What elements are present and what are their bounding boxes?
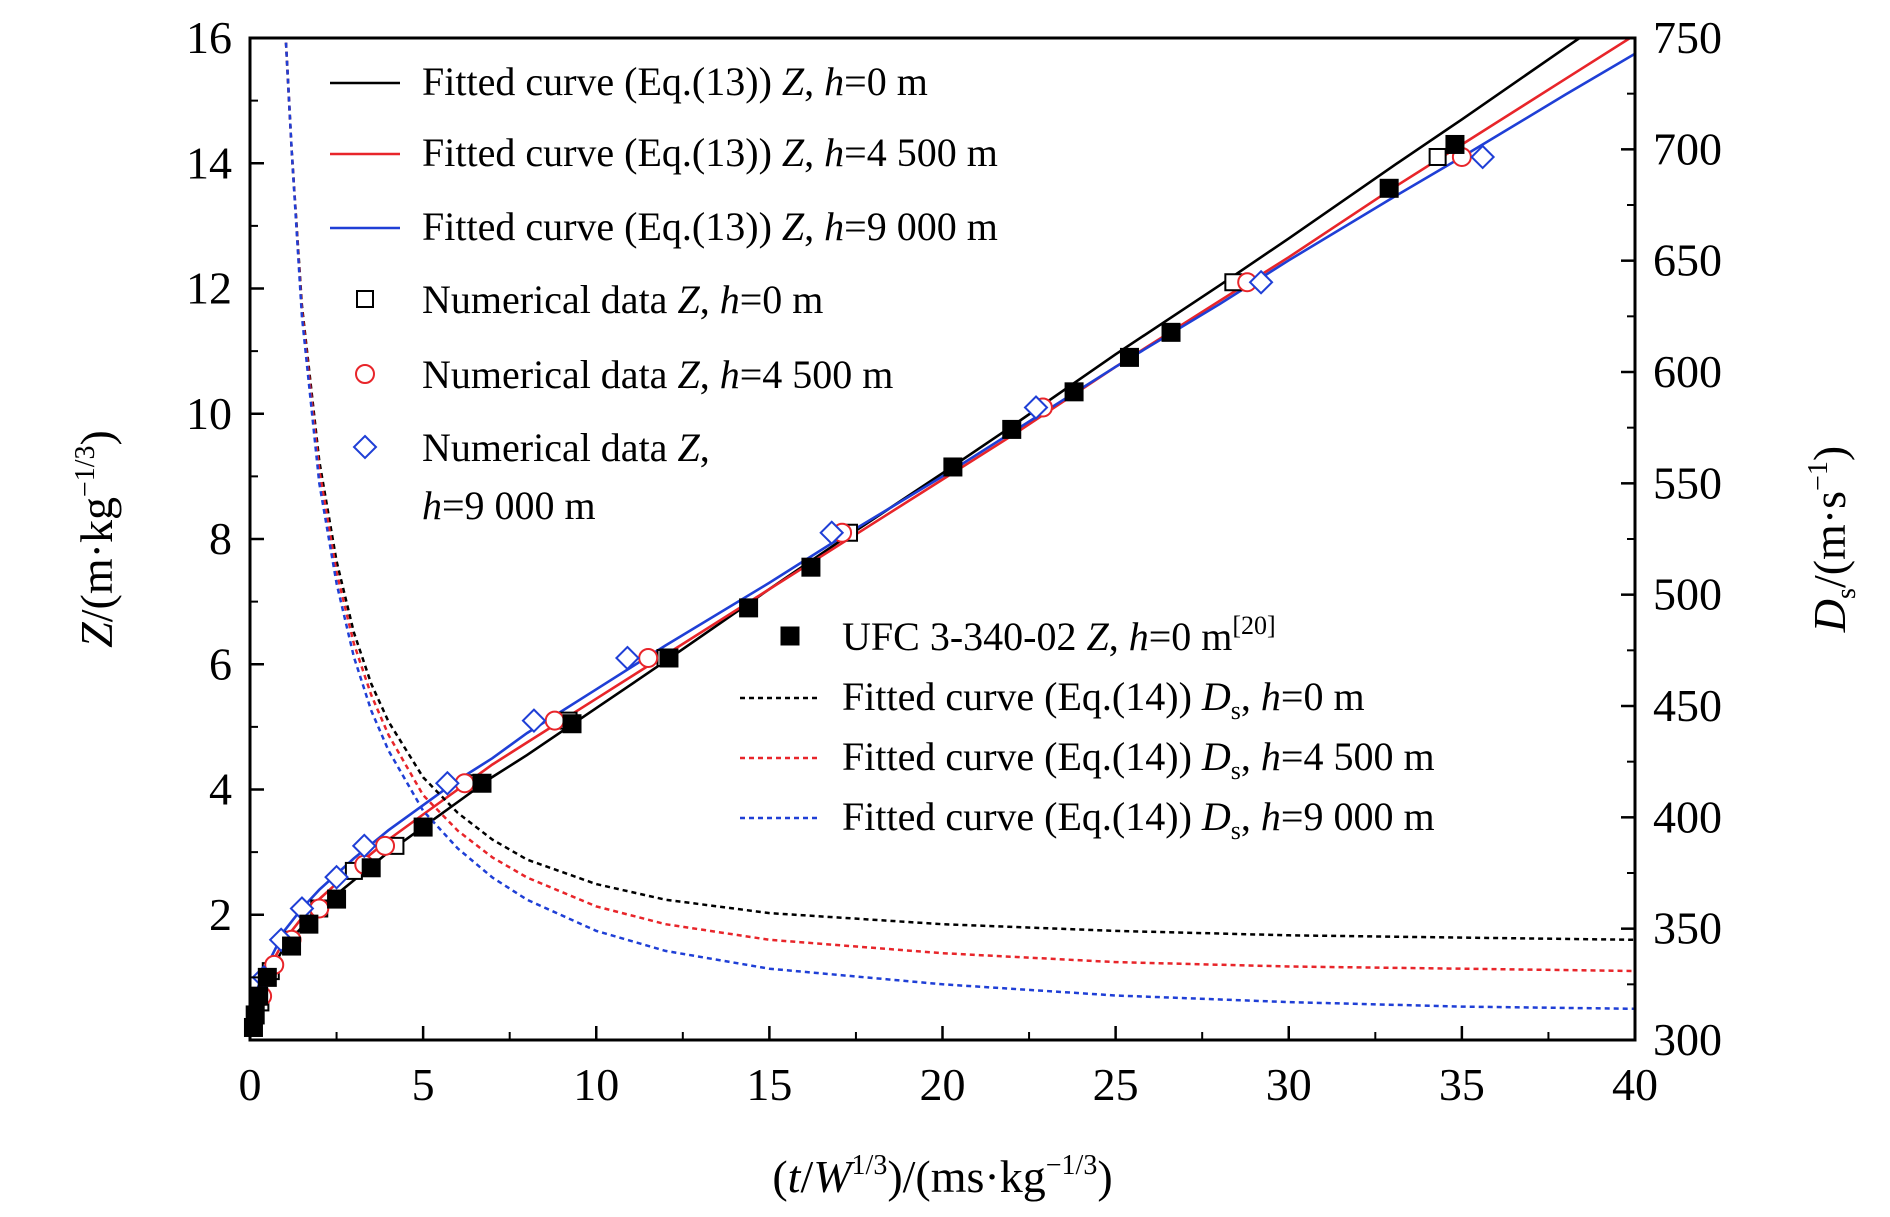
- point-nz2: [819, 520, 845, 546]
- point-ufc: [562, 714, 582, 734]
- x-tick-label: 10: [573, 1059, 619, 1110]
- point-ufc: [257, 967, 277, 987]
- point-ufc: [299, 914, 319, 934]
- series-line-fz2: [250, 52, 1635, 1019]
- x-tick-label: 5: [412, 1059, 435, 1110]
- point-ufc: [1379, 178, 1399, 198]
- y-axis-right-label: Ds/(m·s−1): [1803, 446, 1862, 633]
- point-nz1: [375, 835, 396, 856]
- point-nz2: [268, 927, 294, 953]
- y-left-tick-label: 4: [209, 764, 232, 815]
- point-ufc: [1002, 419, 1022, 439]
- y-right-tick-label: 300: [1653, 1014, 1722, 1065]
- x-tick-label: 0: [239, 1059, 262, 1110]
- y-right-tick-label: 600: [1653, 346, 1722, 397]
- x-tick-label: 25: [1093, 1059, 1139, 1110]
- point-ufc: [282, 936, 302, 956]
- point-nz2: [521, 708, 547, 734]
- y-right-tick-label: 450: [1653, 680, 1722, 731]
- y-right-tick-label: 350: [1653, 903, 1722, 954]
- legend: Fitted curve (Eq.(13)) Z, h=0 m Fitted cu…: [330, 59, 1435, 845]
- legend-label: Fitted curve (Eq.(13)) Z, h=9 000 m: [422, 204, 998, 249]
- series-line-fz1: [250, 38, 1633, 1022]
- legend-swatch-nz1: [355, 364, 375, 384]
- point-nz1: [544, 710, 565, 731]
- y-right-tick-label: 700: [1653, 123, 1722, 174]
- legend-label: Fitted curve (Eq.(14)) Ds, h=9 000 m: [842, 794, 1435, 845]
- point-ufc: [739, 598, 759, 618]
- point-ufc: [361, 858, 381, 878]
- series-line-fd2: [284, 38, 1635, 1011]
- point-nz2: [434, 770, 460, 796]
- point-ufc: [659, 648, 679, 668]
- y-right-tick-label: 750: [1653, 12, 1722, 63]
- point-nz2: [1470, 144, 1496, 170]
- series-line-fd0: [284, 38, 1635, 942]
- legend-label: Fitted curve (Eq.(13)) Z, h=0 m: [422, 59, 928, 104]
- y-left-tick-label: 10: [186, 388, 232, 439]
- y-axis-left-label: Z/(m·kg−1/3): [70, 430, 122, 648]
- series-line-fd1: [284, 38, 1635, 973]
- point-ufc: [1064, 382, 1084, 402]
- y-right-tick-label: 650: [1653, 235, 1722, 286]
- point-nz2: [351, 833, 377, 859]
- legend-swatch-nz2: [352, 434, 378, 460]
- point-nz1: [638, 647, 659, 668]
- point-ufc: [1161, 322, 1181, 342]
- x-tick-label: 40: [1612, 1059, 1658, 1110]
- legend-label: Numerical data Z, h=0 m: [422, 277, 823, 322]
- point-ufc: [472, 773, 492, 793]
- point-ufc: [1445, 134, 1465, 154]
- x-tick-label: 20: [920, 1059, 966, 1110]
- axes-layer: 0 5 10 15 20 25 30 35 40 2 4 6 8 10 12 14 16 300 350 400 450…: [186, 12, 1722, 1110]
- plot-frame: [248, 36, 1637, 1042]
- legend-label: Fitted curve (Eq.(14)) Ds, h=4 500 m: [842, 734, 1435, 785]
- y-left-tick-label: 16: [186, 12, 232, 63]
- point-ufc: [1119, 347, 1139, 367]
- y-left-tick-label: 6: [209, 638, 232, 689]
- x-axis-label: (t/W1/3)/(ms·kg−1/3): [772, 1150, 1112, 1202]
- legend-swatch-nz0: [356, 290, 374, 308]
- x-tick-label: 15: [746, 1059, 792, 1110]
- y-right-tick-label: 400: [1653, 791, 1722, 842]
- y-left-tick-label: 2: [209, 889, 232, 940]
- legend-swatch-ufc: [780, 626, 800, 646]
- point-ufc: [249, 986, 269, 1006]
- legend-label: Numerical data Z, h=4 500 m: [422, 352, 893, 397]
- point-ufc: [943, 457, 963, 477]
- point-nz2: [324, 864, 349, 890]
- x-tick-label: 30: [1266, 1059, 1312, 1110]
- point-ufc: [413, 817, 433, 837]
- y-right-tick-label: 500: [1653, 569, 1722, 620]
- point-ufc: [327, 889, 347, 909]
- points-layer: [243, 134, 1496, 1037]
- y-left-tick-label: 14: [186, 137, 232, 188]
- legend-label: Numerical data Z, h=9 000 m: [422, 425, 710, 528]
- legend-label: Fitted curve (Eq.(13)) Z, h=4 500 m: [422, 130, 998, 175]
- y-right-tick-label: 550: [1653, 457, 1722, 508]
- x-tick-label: 35: [1439, 1059, 1485, 1110]
- point-nz2: [614, 645, 640, 671]
- point-nz2: [1248, 269, 1274, 295]
- point-nz2: [1023, 395, 1049, 420]
- y-left-tick-label: 8: [209, 513, 232, 564]
- point-nz0: [1428, 147, 1447, 166]
- legend-label: Fitted curve (Eq.(14)) Ds, h=0 m: [842, 674, 1365, 725]
- point-ufc: [801, 557, 821, 577]
- legend-label: UFC 3-340-02 Z, h=0 m[20]: [842, 611, 1276, 659]
- y-left-tick-label: 12: [186, 263, 232, 314]
